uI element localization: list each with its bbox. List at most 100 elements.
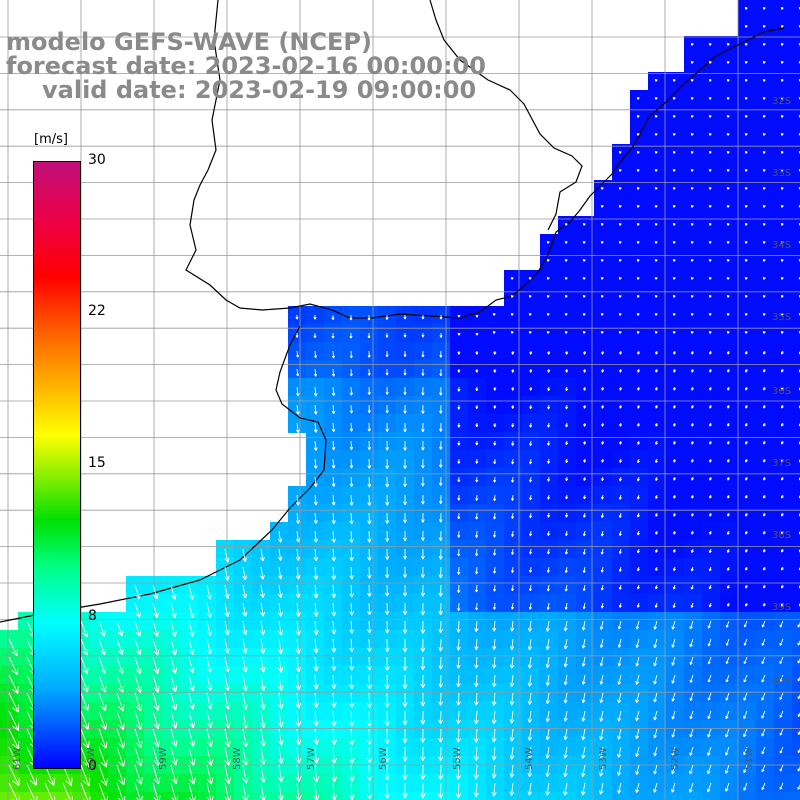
wind-arrow [331, 638, 337, 653]
wind-cell [576, 486, 595, 505]
wind-arrow [726, 223, 730, 226]
wind-cell [702, 72, 721, 91]
wind-arrow [80, 710, 90, 730]
wind-arrow [455, 728, 462, 743]
wind-arrow [654, 79, 658, 82]
wind-cell [666, 792, 685, 800]
wind-arrow [457, 584, 461, 593]
wind-arrow [617, 710, 622, 722]
wind-cell [666, 216, 685, 235]
wind-cell [684, 144, 703, 163]
wind-cell [720, 126, 739, 145]
wind-arrow [726, 566, 730, 571]
wind-cell [594, 558, 613, 577]
wind-cell [792, 558, 800, 577]
wind-arrow [457, 530, 461, 538]
wind-arrow [493, 440, 497, 446]
wind-cell [576, 522, 595, 541]
wind-cell [774, 432, 793, 451]
wind-cell [702, 36, 721, 55]
wind-arrow [744, 61, 748, 64]
lon-label: 53W [598, 747, 609, 770]
wind-arrow [618, 277, 622, 280]
wind-cell [684, 432, 703, 451]
wind-arrow [529, 494, 533, 501]
wind-cell [756, 198, 775, 217]
wind-arrow [331, 710, 337, 727]
wind-cell [648, 90, 667, 109]
wind-arrow [116, 764, 126, 786]
lon-label: 58W [232, 747, 243, 770]
wind-arrow [420, 584, 426, 597]
wind-cell [756, 162, 775, 181]
wind-arrow [188, 764, 196, 785]
wind-cell [270, 792, 289, 800]
wind-arrow [242, 728, 249, 748]
wind-cell [738, 18, 757, 37]
wind-cell [666, 414, 685, 433]
wind-arrow [745, 404, 748, 409]
wind-cell [738, 630, 757, 649]
wind-arrow [745, 440, 748, 445]
wind-cell [396, 756, 415, 775]
wind-cell [504, 522, 523, 541]
wind-cell [756, 756, 775, 775]
wind-cell [594, 720, 613, 739]
wind-cell [738, 36, 757, 55]
wind-arrow [583, 458, 587, 463]
wind-cell [468, 396, 487, 415]
wind-cell [324, 774, 343, 793]
wind-cell [792, 522, 800, 541]
wind-arrow [743, 782, 748, 791]
wind-arrow [600, 566, 604, 573]
wind-cell [630, 576, 649, 595]
wind-cell [684, 486, 703, 505]
wind-cell [612, 144, 631, 163]
wind-cell [558, 702, 577, 721]
wind-arrow [206, 584, 212, 600]
wind-arrow [491, 728, 497, 743]
wind-arrow [726, 277, 730, 280]
wind-arrow [116, 674, 125, 693]
wind-arrow [295, 494, 300, 506]
wind-arrow [206, 656, 213, 673]
wind-arrow [636, 494, 640, 500]
wind-cell [648, 630, 667, 649]
wind-cell [630, 450, 649, 469]
wind-cell [432, 648, 451, 667]
wind-arrow [690, 223, 694, 226]
wind-arrow [654, 584, 658, 590]
wind-arrow [671, 656, 676, 666]
wind-cell [486, 522, 505, 541]
wind-cell [360, 576, 379, 595]
wind-cell [702, 450, 721, 469]
wind-arrow [582, 512, 586, 518]
lat-label: 40S [772, 676, 792, 687]
wind-arrow [708, 259, 712, 262]
wind-arrow [545, 692, 550, 705]
wind-cell [702, 198, 721, 217]
wind-arrow [455, 764, 462, 780]
wind-arrow [744, 115, 748, 118]
wind-cell [774, 126, 793, 145]
wind-arrow [170, 602, 177, 619]
wind-cell [612, 684, 631, 703]
wind-cell [792, 702, 800, 721]
wind-arrow [295, 764, 302, 783]
wind-arrow [564, 548, 568, 555]
wind-arrow [636, 133, 640, 136]
wind-arrow [581, 620, 586, 631]
wind-cell [720, 756, 739, 775]
wind-cell [792, 252, 800, 271]
wind-arrow [762, 223, 766, 226]
wind-arrow [349, 368, 353, 377]
wind-cell [648, 270, 667, 289]
wind-cell [450, 378, 469, 397]
wind-arrow [762, 115, 766, 118]
wind-cell [684, 198, 703, 217]
wind-arrow [313, 764, 320, 783]
wind-arrow [527, 638, 533, 651]
wind-cell [378, 522, 397, 541]
colorbar-tick-8: 8 [88, 608, 97, 624]
wind-cell [720, 666, 739, 685]
